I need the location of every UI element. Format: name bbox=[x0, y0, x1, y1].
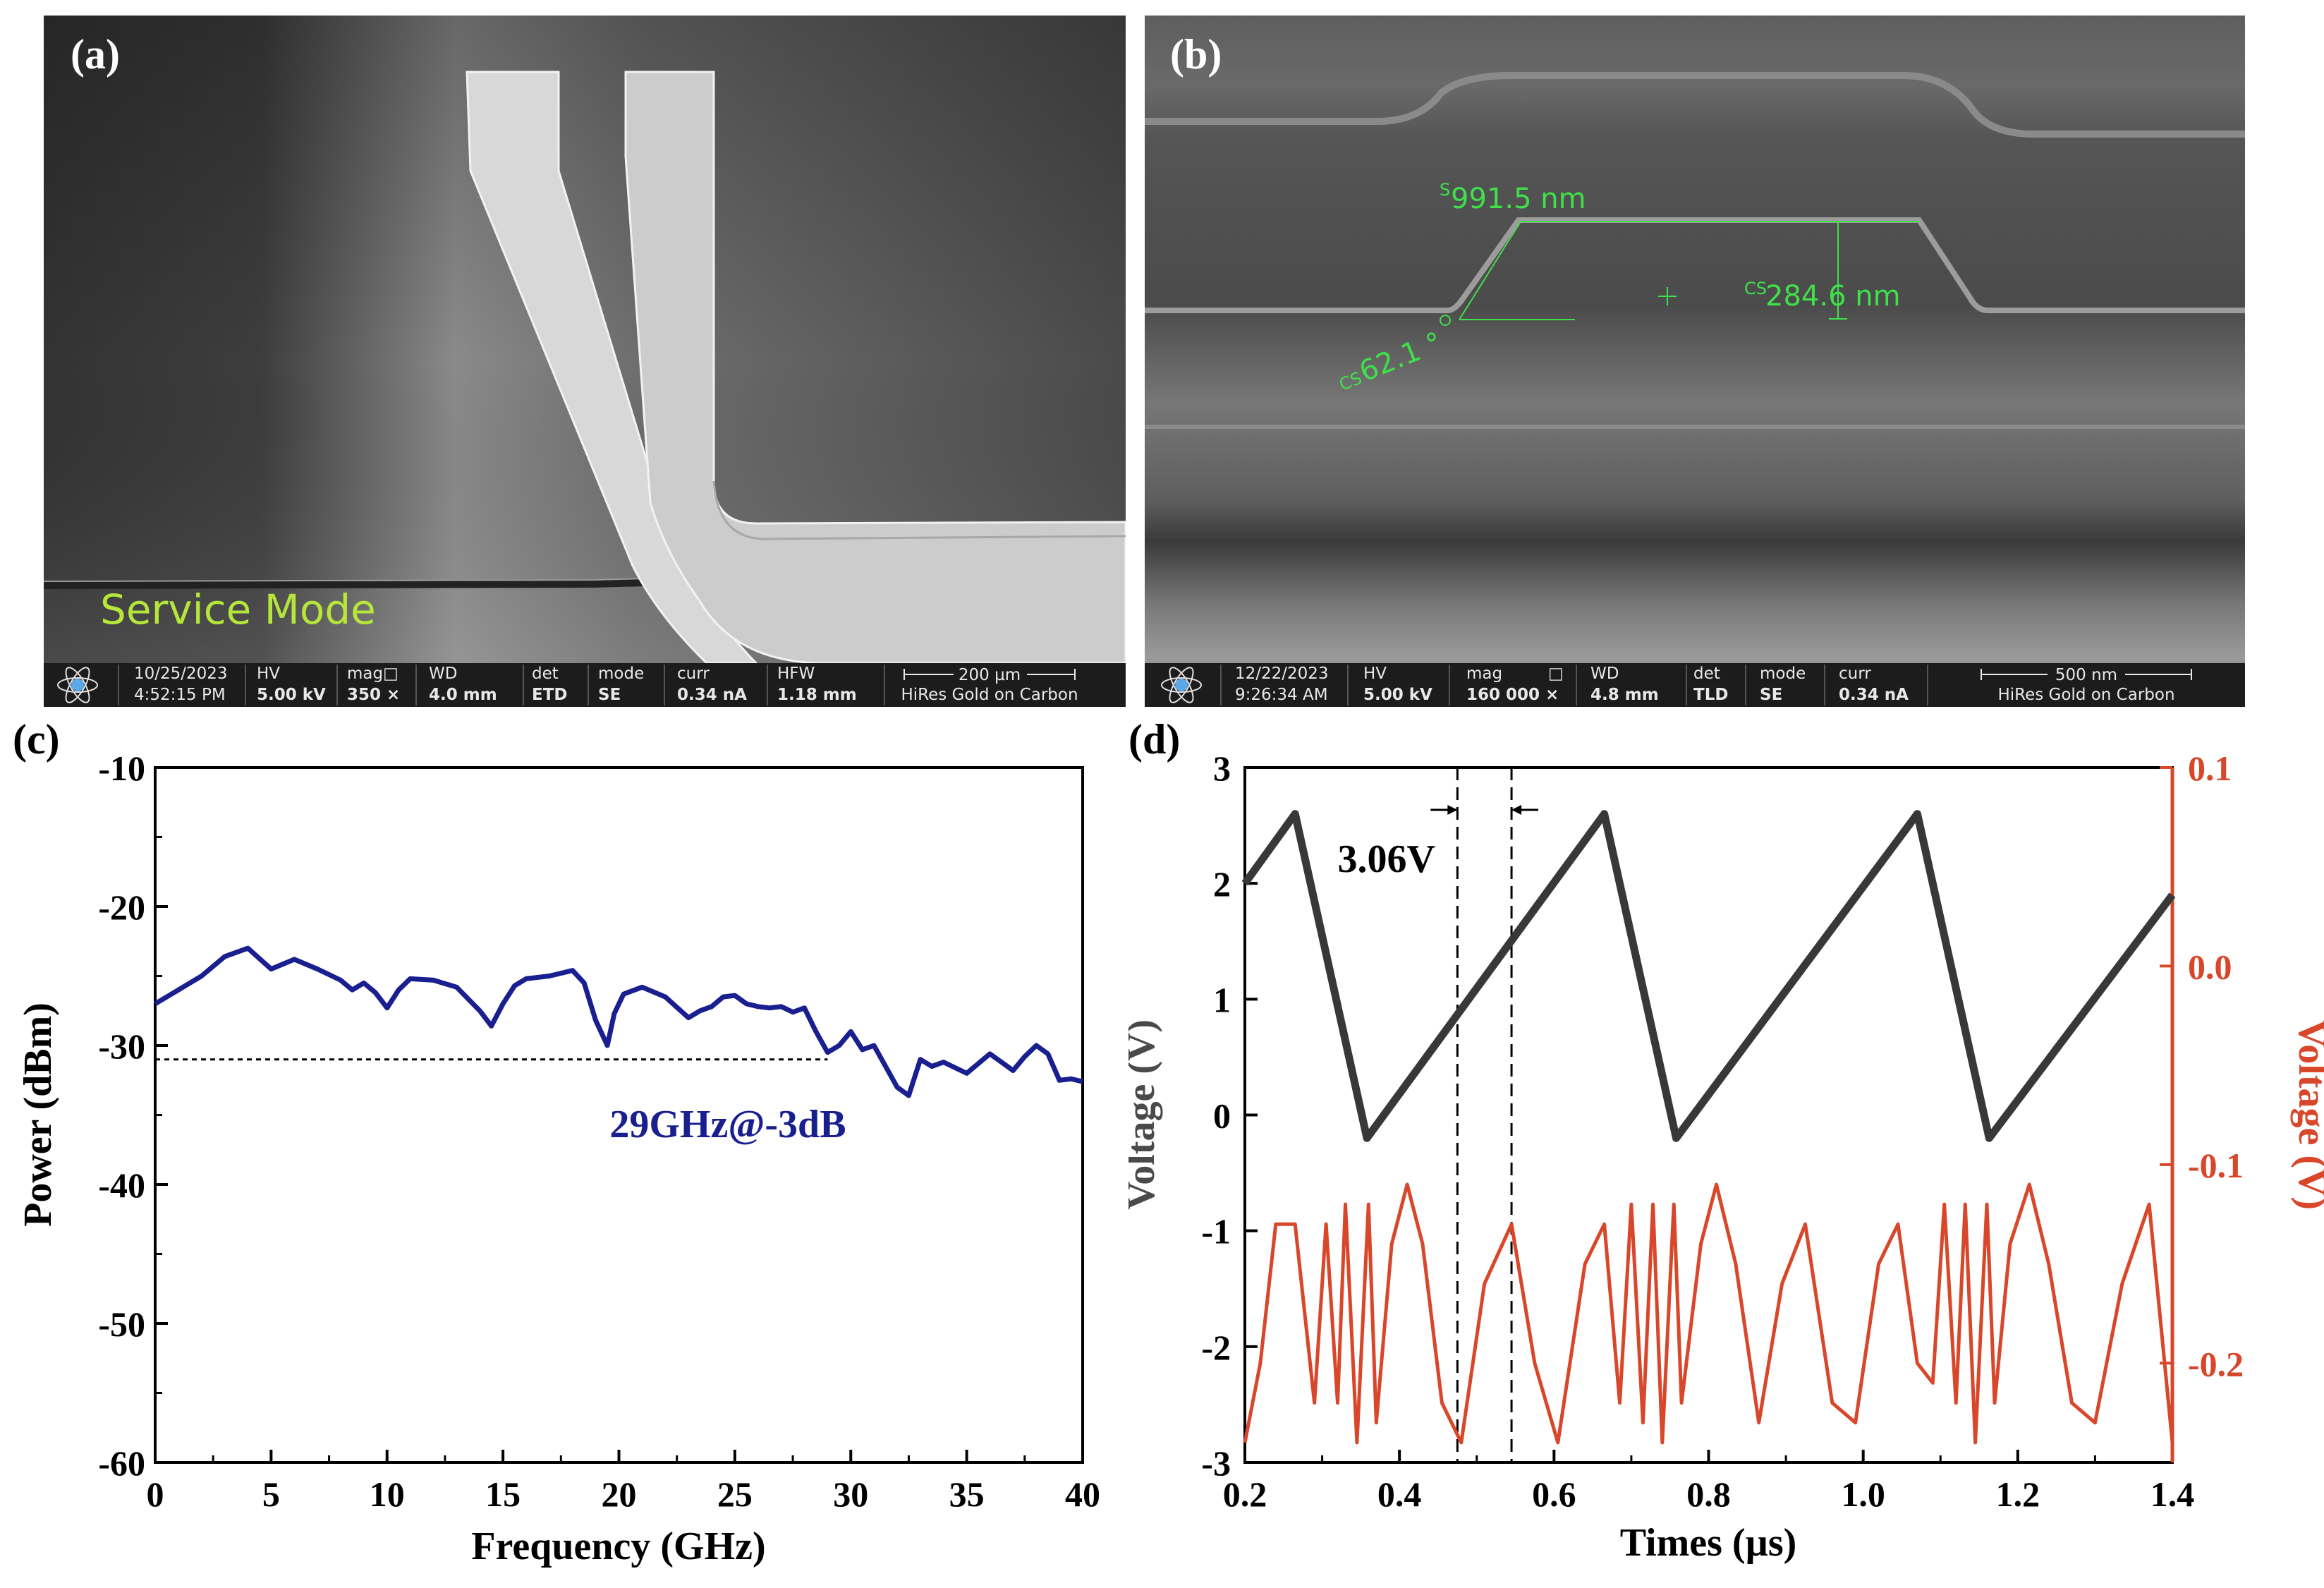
svg-text:500 nm: 500 nm bbox=[2055, 666, 2117, 684]
y-right-tick-label-d: -0.1 bbox=[2188, 1146, 2244, 1185]
height-measurement: 284.6 nm bbox=[1765, 280, 1901, 313]
bandwidth-annotation: 29GHz@-3dB bbox=[609, 1103, 846, 1146]
svg-text:WD: WD bbox=[429, 665, 457, 683]
svg-text:mag: mag bbox=[1466, 665, 1502, 683]
svg-text:0.34 nA: 0.34 nA bbox=[1839, 686, 1909, 704]
y-tick-label-d: -3 bbox=[1201, 1443, 1231, 1483]
sem-image-a: (a) Service Mode 10/25/2023 4:52:15 PM H… bbox=[44, 16, 1126, 707]
y-axis-label-d-left: Voltage (V) bbox=[1128, 1019, 1163, 1210]
svg-text:160 000 ×: 160 000 × bbox=[1466, 686, 1559, 704]
svg-text:HV: HV bbox=[1363, 665, 1387, 683]
svg-text:1.18 mm: 1.18 mm bbox=[777, 686, 857, 704]
svg-text:HiRes Gold on Carbon: HiRes Gold on Carbon bbox=[1997, 686, 2174, 704]
x-tick-label-c: 25 bbox=[717, 1474, 753, 1514]
y-right-tick-label-d: 0.0 bbox=[2188, 947, 2232, 986]
sem-image-b: S 991.5 nm CS 284.6 nm CS 62.1 ° (b) 12/… bbox=[1145, 16, 2245, 707]
y-tick-label-c: -60 bbox=[98, 1443, 145, 1483]
svg-text:□: □ bbox=[1548, 665, 1564, 683]
y-tick-label-d: -2 bbox=[1201, 1328, 1231, 1367]
y-tick-label-c: -10 bbox=[98, 748, 145, 788]
svg-text:0.34 nA: 0.34 nA bbox=[677, 686, 747, 704]
y-tick-label-c: -40 bbox=[98, 1165, 145, 1205]
svg-text:curr: curr bbox=[677, 665, 710, 683]
waveguide-profile-outer bbox=[1145, 72, 2245, 138]
panel-label-d: (d) bbox=[1128, 716, 1180, 763]
y-tick-label-d: 3 bbox=[1213, 748, 1231, 788]
svg-text:ETD: ETD bbox=[532, 686, 568, 704]
y-tick-label-d: 1 bbox=[1213, 980, 1231, 1019]
x-axis-label-d: Times (µs) bbox=[1620, 1521, 1797, 1565]
svg-text:HV: HV bbox=[257, 665, 280, 683]
width-measurement: 991.5 nm bbox=[1451, 183, 1586, 215]
y-tick-label-c: -20 bbox=[98, 887, 145, 927]
svg-text:det: det bbox=[532, 665, 559, 683]
svg-text:mag□: mag□ bbox=[347, 665, 399, 683]
x-tick-label-c: 10 bbox=[370, 1474, 405, 1514]
voltage-annotation: 3.06V bbox=[1338, 837, 1435, 881]
svg-text:SE: SE bbox=[1760, 686, 1782, 704]
panel-label-a: (a) bbox=[71, 31, 120, 78]
marker-arrowhead-right bbox=[1511, 805, 1522, 815]
x-tick-label-c: 30 bbox=[833, 1474, 868, 1514]
x-tick-label-c: 40 bbox=[1065, 1474, 1100, 1514]
series-line-detected-voltage bbox=[1243, 1182, 2174, 1445]
svg-text:TLD: TLD bbox=[1693, 686, 1728, 704]
y-tick-label-d: 0 bbox=[1213, 1096, 1231, 1136]
x-tick-label-c: 35 bbox=[949, 1474, 985, 1514]
x-tick-label-d: 0.4 bbox=[1377, 1474, 1422, 1514]
x-tick-label-d: 1.2 bbox=[1996, 1474, 2040, 1514]
marker-arrowhead-left bbox=[1447, 805, 1458, 815]
svg-text:350 ×: 350 × bbox=[347, 686, 400, 704]
svg-text:5.00 kV: 5.00 kV bbox=[1363, 686, 1432, 704]
x-tick-label-d: 0.6 bbox=[1532, 1474, 1576, 1514]
series-line-ramp-voltage bbox=[1241, 810, 2176, 1142]
panel-label-c: (c) bbox=[13, 716, 60, 763]
service-mode-text: Service Mode bbox=[100, 586, 376, 634]
chart-d: (d) 0.2 0.4 0.6 0.8 1.0 1.2 1.4 -3 -2 -1 0 1 2 3 -0.2 -… bbox=[1128, 716, 2324, 1565]
y-tick-label-c: -50 bbox=[98, 1304, 145, 1344]
svg-text:HFW: HFW bbox=[777, 665, 815, 683]
svg-text:4.0 mm: 4.0 mm bbox=[429, 686, 497, 704]
y-right-tick-label-d: 0.1 bbox=[2188, 748, 2232, 788]
x-tick-label-c: 5 bbox=[262, 1474, 280, 1514]
svg-text:det: det bbox=[1693, 665, 1720, 683]
svg-text:HiRes Gold on Carbon: HiRes Gold on Carbon bbox=[901, 686, 1078, 704]
y-tick-label-c: -30 bbox=[98, 1026, 145, 1066]
waveguide-profile bbox=[1145, 217, 2245, 313]
svg-text:200 µm: 200 µm bbox=[959, 666, 1021, 684]
svg-text:mode: mode bbox=[598, 665, 644, 683]
electrode-right bbox=[624, 71, 1126, 665]
panel-label-b: (b) bbox=[1170, 31, 1222, 78]
svg-text:4:52:15 PM: 4:52:15 PM bbox=[134, 686, 226, 704]
svg-text:12/22/2023: 12/22/2023 bbox=[1235, 665, 1329, 683]
x-tick-label-d: 0.8 bbox=[1686, 1474, 1731, 1514]
x-tick-label-c: 15 bbox=[485, 1474, 521, 1514]
svg-text:S: S bbox=[1440, 180, 1450, 200]
svg-text:SE: SE bbox=[598, 686, 621, 704]
sem-infobar-a bbox=[44, 663, 1126, 707]
x-tick-label-c: 20 bbox=[602, 1474, 637, 1514]
svg-text:curr: curr bbox=[1839, 665, 1871, 683]
svg-text:5.00 kV: 5.00 kV bbox=[257, 686, 326, 704]
chart-c: (c) 0 5 10 15 20 25 30 35 40 -60 -50 -40 -30 -20 -10 2… bbox=[13, 716, 1100, 1568]
svg-text:WD: WD bbox=[1590, 665, 1619, 683]
svg-text:10/25/2023: 10/25/2023 bbox=[134, 665, 228, 683]
y-axis-label-d-right: Voltage (V) bbox=[2290, 1019, 2324, 1210]
svg-text:mode: mode bbox=[1760, 665, 1806, 683]
y-tick-label-d: -1 bbox=[1201, 1212, 1231, 1251]
y-right-tick-label-d: -0.2 bbox=[2188, 1344, 2244, 1383]
x-tick-label-c: 0 bbox=[147, 1474, 164, 1514]
x-tick-label-d: 1.0 bbox=[1841, 1474, 1885, 1514]
x-tick-label-d: 1.4 bbox=[2150, 1474, 2195, 1514]
y-tick-label-d: 2 bbox=[1213, 864, 1231, 904]
y-axis-label-c: Power (dBm) bbox=[16, 1002, 60, 1227]
series-line-power bbox=[154, 945, 1083, 1098]
svg-text:9:26:34 AM: 9:26:34 AM bbox=[1235, 686, 1328, 704]
x-tick-label-d: 0.2 bbox=[1223, 1474, 1267, 1514]
svg-text:4.8 mm: 4.8 mm bbox=[1590, 686, 1659, 704]
svg-text:CS: CS bbox=[1744, 279, 1767, 298]
x-axis-label-c: Frequency (GHz) bbox=[471, 1525, 765, 1568]
